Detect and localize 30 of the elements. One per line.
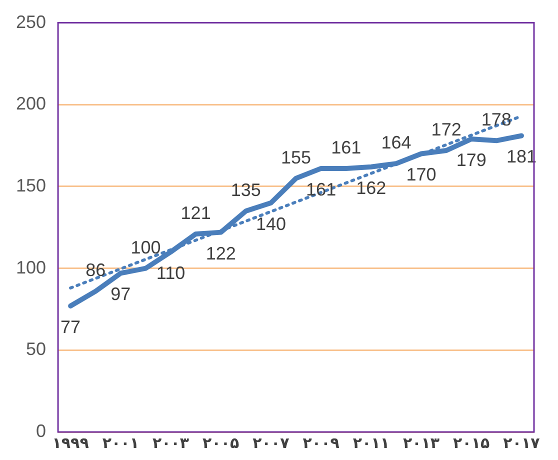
- data-label: 172: [431, 119, 462, 140]
- y-tick-label: 150: [16, 175, 46, 196]
- data-label: 155: [280, 147, 312, 168]
- data-label: 121: [180, 202, 211, 223]
- x-tick-label: ۲۰۰۹: [302, 434, 340, 452]
- data-label: 161: [331, 137, 362, 158]
- x-tick-label: ۲۰۰۷: [252, 434, 290, 452]
- x-tick-label: ۲۰۰۱: [102, 434, 139, 452]
- data-label: 179: [456, 150, 486, 170]
- data-label: 97: [110, 284, 131, 304]
- data-label: 77: [60, 316, 81, 337]
- data-label: 110: [156, 262, 186, 283]
- y-tick-label: 0: [36, 420, 46, 441]
- x-tick-label: ۲۰۱۳: [402, 434, 440, 452]
- y-tick-label: 250: [16, 12, 46, 32]
- x-tick-label: ۲۰۱۵: [453, 434, 490, 452]
- x-tick-label: ۲۰۰۵: [202, 434, 240, 452]
- data-label: 100: [130, 237, 161, 258]
- data-label: 164: [381, 132, 412, 153]
- y-tick-label: 100: [16, 257, 46, 278]
- x-tick-label: ۲۰۱۷: [503, 434, 540, 452]
- y-tick-label: 50: [26, 339, 46, 360]
- data-label: 122: [206, 243, 236, 264]
- x-tick-label: ۲۰۱۱: [352, 434, 390, 452]
- x-tick-label: ۱۹۹۹: [52, 434, 89, 452]
- data-label: 140: [256, 214, 286, 234]
- x-tick-label: ۲۰۰۳: [152, 434, 190, 452]
- y-tick-label: 200: [16, 94, 46, 114]
- data-label: 170: [406, 164, 436, 185]
- data-label: 178: [481, 110, 512, 130]
